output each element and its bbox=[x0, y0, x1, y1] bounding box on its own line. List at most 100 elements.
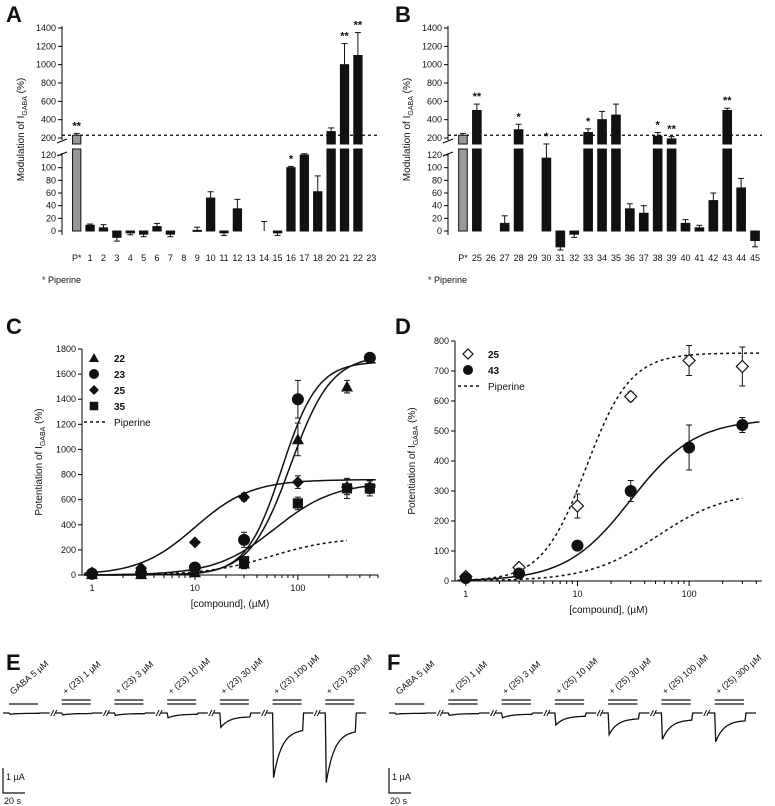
bar bbox=[152, 226, 162, 232]
y-axis-title-units: (%) bbox=[402, 78, 413, 96]
y-axis-title-subscript: GABA bbox=[40, 426, 47, 446]
marker-open-diamond bbox=[682, 353, 696, 368]
trace-break bbox=[53, 709, 58, 717]
trace-break bbox=[313, 709, 318, 717]
trace-break bbox=[599, 709, 604, 717]
panel-letter: D bbox=[395, 314, 411, 339]
trace-break bbox=[706, 709, 711, 717]
marker-circle bbox=[463, 365, 473, 375]
y-tick-label: 600 bbox=[61, 495, 76, 505]
marker-circle bbox=[363, 351, 376, 364]
trace-label: + (23) 100 µM bbox=[271, 653, 321, 697]
y-axis-title-subscript: GABA bbox=[408, 96, 415, 116]
y-tick-label: 1400 bbox=[422, 23, 442, 33]
y-axis-title: Potentiation of IGABA (%) bbox=[407, 407, 420, 514]
trace-break bbox=[211, 709, 216, 717]
marker-circle bbox=[188, 561, 201, 574]
y-axis-title-units: (%) bbox=[34, 408, 45, 426]
bar bbox=[353, 55, 363, 145]
x-tick-label: 37 bbox=[639, 253, 649, 263]
legend-label: 25 bbox=[488, 350, 500, 361]
x-tick-label: 23 bbox=[366, 253, 376, 263]
x-tick-label: 5 bbox=[141, 253, 146, 263]
y-axis-title: Modulation of IGABA (%) bbox=[402, 78, 415, 181]
fit-curve bbox=[465, 497, 743, 582]
y-tick-label: 1000 bbox=[36, 60, 56, 70]
trace-break bbox=[316, 709, 321, 717]
trace-break bbox=[703, 709, 708, 717]
trace-break bbox=[596, 709, 601, 717]
y-tick-label: 20 bbox=[46, 213, 56, 223]
x-tick-label: 38 bbox=[653, 253, 663, 263]
x-tick-label: 29 bbox=[527, 253, 537, 263]
current-trace bbox=[389, 712, 756, 743]
bar bbox=[513, 129, 524, 145]
scale-time-label: 20 s bbox=[390, 796, 408, 806]
x-tick-label: 7 bbox=[168, 253, 173, 263]
bar bbox=[652, 148, 663, 232]
panel-letter: E bbox=[6, 650, 21, 675]
bar bbox=[192, 229, 202, 232]
trace-label: + (25) 1 µM bbox=[447, 659, 489, 697]
x-tick-label: 21 bbox=[340, 253, 350, 263]
significance-marker: * bbox=[289, 153, 294, 165]
y-tick-label: 120 bbox=[41, 150, 56, 160]
y-tick-label: 200 bbox=[61, 545, 76, 555]
marker-square bbox=[364, 483, 375, 494]
trace-break bbox=[439, 709, 444, 717]
y-tick-label: 800 bbox=[61, 470, 76, 480]
legend-label: Piperine bbox=[114, 418, 151, 429]
bar bbox=[541, 157, 552, 232]
x-tick-label: 1 bbox=[88, 253, 93, 263]
panel-a: 140012001000800600400200120100806040200*… bbox=[6, 2, 378, 285]
trace-label: + (23) 1 µM bbox=[61, 659, 103, 697]
panel-d: 0 100 200 300 400 500 600 700 800 1 10 100 [compound… bbox=[395, 314, 762, 616]
x-tick-label: 1 bbox=[463, 589, 468, 599]
significance-marker: ** bbox=[667, 124, 676, 136]
bar bbox=[125, 230, 135, 234]
fit-curve bbox=[457, 421, 760, 581]
bar bbox=[750, 230, 760, 241]
panel-e: GABA 5 µM + (23) 1 µM + (23) 3 µM + (23) 10… bbox=[2, 650, 374, 806]
x-tick-label: 32 bbox=[569, 253, 579, 263]
y-tick-label: 200 bbox=[434, 516, 449, 526]
trace-label: + (25) 10 µM bbox=[554, 656, 600, 697]
marker-open-diamond bbox=[570, 499, 585, 513]
fit-curve bbox=[84, 361, 376, 576]
y-tick-label: 0 bbox=[51, 226, 56, 236]
marker-circle bbox=[736, 419, 749, 431]
bar bbox=[569, 230, 580, 235]
panel-c: 0 200 400 600 800 1000 1200 1400 1600 1800 1 10 100 [… bbox=[6, 314, 379, 610]
y-tick-label: 80 bbox=[432, 175, 442, 185]
x-tick-label: 4 bbox=[128, 253, 133, 263]
bar bbox=[313, 191, 323, 232]
x-tick-label: 100 bbox=[290, 583, 305, 593]
x-tick-label: 3 bbox=[114, 253, 119, 263]
panel-letter: C bbox=[6, 314, 22, 339]
bar bbox=[638, 212, 649, 232]
x-tick-label: 10 bbox=[572, 589, 582, 599]
y-tick-label: 120 bbox=[427, 150, 442, 160]
x-tick-label: P* bbox=[458, 253, 468, 263]
fit-curve bbox=[91, 539, 348, 576]
significance-marker: ** bbox=[340, 31, 349, 43]
significance-marker: ** bbox=[723, 95, 732, 107]
y-tick-label: 500 bbox=[434, 426, 449, 436]
bar bbox=[708, 200, 719, 232]
x-tick-label: 22 bbox=[353, 253, 363, 263]
y-tick-label: 0 bbox=[437, 226, 442, 236]
trace-label: + (25) 100 µM bbox=[660, 653, 710, 697]
x-tick-label: 13 bbox=[246, 253, 256, 263]
x-tick-label: 10 bbox=[206, 253, 216, 263]
y-axis-title-text: Modulation of I bbox=[16, 116, 27, 182]
trace-break bbox=[490, 709, 495, 717]
bar bbox=[597, 119, 607, 145]
y-tick-label: 1200 bbox=[36, 41, 56, 51]
current-trace bbox=[3, 712, 366, 783]
significance-marker: * bbox=[656, 120, 661, 132]
bar bbox=[112, 230, 122, 238]
bar bbox=[472, 110, 482, 145]
trace-break bbox=[546, 709, 551, 717]
y-tick-label: 800 bbox=[41, 78, 56, 88]
panel-f: GABA 5 µM + (25) 1 µM + (25) 3 µM + (25) 10… bbox=[387, 650, 763, 806]
